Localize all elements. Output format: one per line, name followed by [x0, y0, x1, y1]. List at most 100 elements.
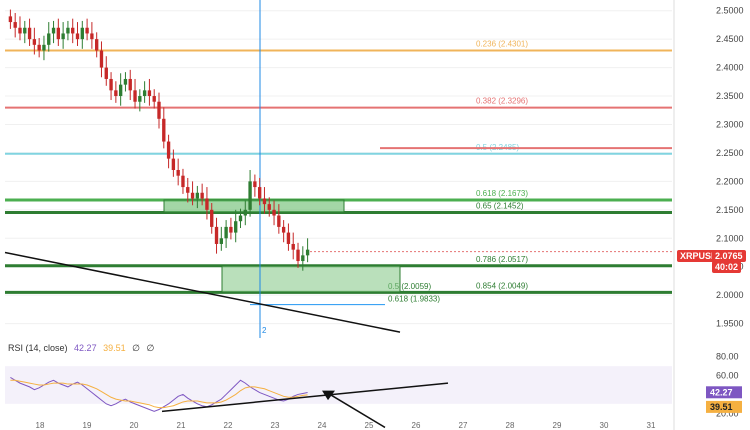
candle-body — [253, 181, 257, 188]
candle-body — [205, 198, 209, 210]
candle-body — [32, 39, 37, 45]
rsi-ma-line — [10, 379, 308, 409]
rsi-tick-label: 80.00 — [716, 352, 739, 362]
rsi-axis: 80.00 60.00 20.00 42.27 39.51 18 19 20 21 22 23 24 2… — [36, 340, 742, 430]
candle-body — [128, 78, 132, 91]
trendline-down — [4, 251, 401, 333]
price-tick-label: 2.2500 — [716, 148, 744, 158]
last-price-badge: 2.0765 — [712, 250, 746, 262]
x-tick-label: 22 — [224, 421, 233, 430]
price-chart[interactable]: 0.236 (2.4301)0.382 (2.3296)0.5 (2.2485)… — [0, 0, 750, 340]
candle-body — [133, 90, 137, 102]
rsi-title: RSI (14, close) — [8, 343, 68, 353]
candle-body — [195, 192, 200, 199]
candle-body — [157, 101, 161, 119]
candle-body — [23, 27, 27, 34]
candle-body — [56, 27, 61, 40]
candle-body — [281, 226, 286, 233]
price-tick-label: 2.0000 — [716, 290, 744, 300]
price-tick-label: 2.4500 — [716, 34, 744, 44]
candle-body — [219, 238, 223, 244]
candle-body — [18, 27, 22, 34]
rsi-ma-value: 39.51 — [103, 343, 126, 353]
rsi-legend: RSI (14, close) 42.27 39.51 ∅ ∅ — [8, 343, 158, 354]
rsi-value-badge: 42.27 — [710, 387, 733, 397]
candle-body — [13, 22, 17, 28]
trendlines — [4, 251, 672, 333]
fib-label: 0.786 (2.0517) — [476, 255, 528, 264]
candle-body — [114, 90, 118, 97]
fib-label: 0.65 (2.1452) — [476, 202, 524, 211]
extra-fib-label: 0.618 (1.9833) — [388, 295, 440, 304]
price-tick-label: 2.2000 — [716, 176, 744, 186]
fib-label: 0.618 (2.1673) — [476, 189, 528, 198]
candle-body — [118, 84, 123, 97]
extra-fib-label: 0.5 (2.0059) — [388, 282, 431, 291]
rsi-value-badge-bg — [706, 386, 742, 399]
candle-body — [99, 50, 104, 68]
candle-body — [262, 198, 267, 205]
candle-body — [142, 90, 147, 97]
rsi-ma-badge: 39.51 — [710, 402, 733, 412]
candle-body — [104, 67, 108, 79]
candle-body — [95, 39, 99, 51]
rsi-value: 42.27 — [74, 343, 97, 353]
candle-body — [238, 215, 243, 222]
candle-body — [176, 170, 180, 176]
rsi-arrowhead — [322, 390, 335, 401]
candle-body — [27, 27, 32, 40]
rsi-trendline — [161, 382, 449, 413]
fib-levels: 0.236 (2.4301)0.382 (2.3296)0.5 (2.2485)… — [5, 39, 672, 306]
candle-body — [123, 78, 128, 85]
candle-body — [166, 141, 171, 159]
candle-body — [186, 187, 190, 193]
candle-body — [71, 27, 75, 34]
price-tick-label: 1.9500 — [716, 319, 744, 329]
x-tick-label: 31 — [647, 421, 656, 430]
x-tick-label: 19 — [83, 421, 92, 430]
candle-body — [229, 226, 233, 233]
rsi-arrow — [329, 393, 386, 429]
candle-body — [66, 27, 70, 34]
x-tick-label: 27 — [459, 421, 468, 430]
rsi-panel[interactable]: 80.00 60.00 20.00 42.27 39.51 18 19 20 21 22 23 24 2… — [0, 340, 750, 430]
candle-body — [305, 249, 310, 256]
candle-body — [37, 44, 41, 51]
x-tick-label: 20 — [130, 421, 139, 430]
price-tick-label: 2.1000 — [716, 233, 744, 243]
price-tick-label: 2.3000 — [716, 119, 744, 129]
rsi-grid — [5, 366, 672, 404]
candle-body — [80, 27, 84, 40]
price-tick-label: 2.1500 — [716, 205, 744, 215]
candle-body — [147, 90, 152, 97]
fib-label: 0.382 (2.3296) — [476, 97, 528, 106]
candle-body — [75, 33, 80, 40]
rsi-tick-label: 20.00 — [716, 408, 739, 418]
candle-body — [8, 16, 13, 23]
candle-body — [267, 204, 271, 210]
candle-body — [90, 33, 94, 40]
candle-body — [109, 78, 113, 91]
candle-body — [162, 118, 166, 142]
fib-label: 0.236 (2.4301) — [476, 39, 528, 48]
zone-lower — [221, 265, 401, 293]
x-tick-label: 26 — [412, 421, 421, 430]
candle-body — [138, 96, 142, 102]
zone-upper — [163, 199, 345, 214]
x-tick-label: 28 — [506, 421, 515, 430]
price-tick-label: 2.3500 — [716, 91, 744, 101]
candle-body — [181, 175, 185, 188]
candle-body — [301, 255, 305, 262]
rsi-tick-label: 60.00 — [716, 371, 739, 381]
x-tick-label: 24 — [318, 421, 327, 430]
symbol-badge: XRPUSD — [677, 250, 721, 262]
candle-body — [152, 96, 156, 102]
rsi-ma-badge-bg — [706, 400, 742, 413]
rsi-lines — [10, 377, 449, 429]
price-axis: 2.5000 2.4500 2.4000 2.3500 2.3000 2.2500 2.20… — [673, 0, 744, 340]
candle-body — [85, 27, 89, 34]
candle-body — [190, 192, 195, 199]
candle-body — [277, 215, 281, 227]
candle-body — [171, 158, 176, 170]
